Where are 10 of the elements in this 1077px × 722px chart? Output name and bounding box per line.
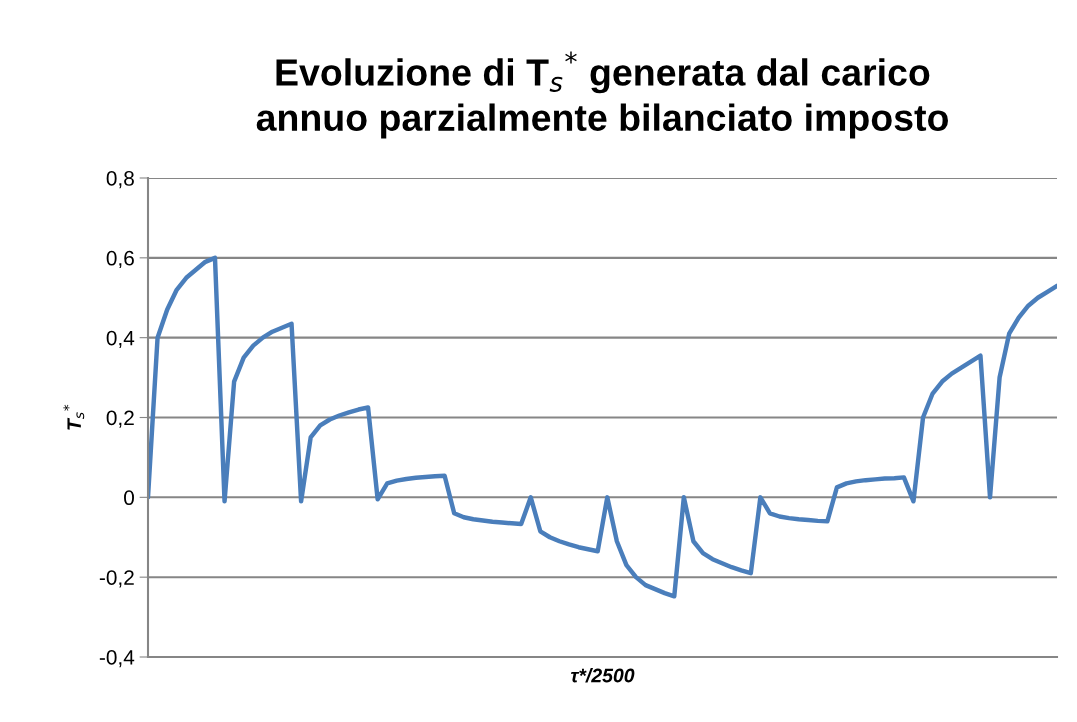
- y-tick-label: 0,6: [106, 250, 134, 269]
- y-tick-label: -0,2: [99, 570, 134, 588]
- y-tick-label: 0,8: [106, 171, 134, 189]
- y-axis-title: T$_{s}$$^{*}$: [63, 404, 85, 430]
- y-tick-label: -0,4: [99, 650, 135, 668]
- y-tick-label: 0,2: [106, 410, 134, 428]
- y-tick-label: 0: [124, 490, 134, 506]
- x-axis-title: τ*/2500: [570, 668, 635, 683]
- y-tick-label: 0,4: [106, 330, 135, 348]
- chart-title: Evoluzione di T$_{s}$$^{*}$ generata dal carico annuo parzialmente bilanciato imposto: [256, 51, 948, 139]
